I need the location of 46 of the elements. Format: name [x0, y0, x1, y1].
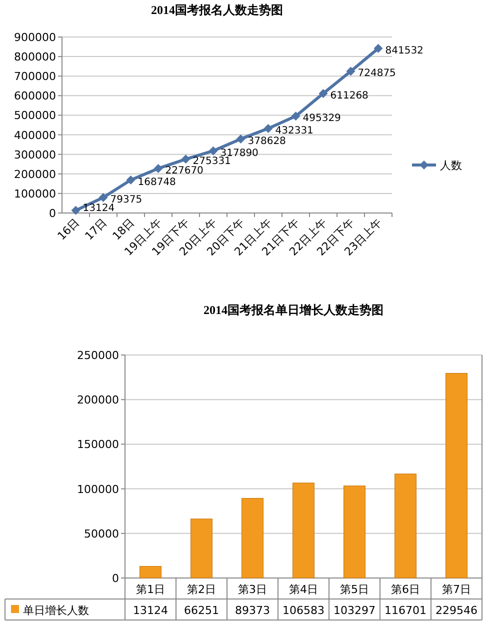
data-label: 495329: [302, 113, 341, 124]
data-label: 378628: [248, 136, 286, 147]
y-tick-label: 0: [112, 572, 119, 585]
data-label: 724875: [358, 68, 396, 80]
data-label: 116701: [384, 604, 426, 617]
x-tick-label: 17日: [82, 216, 110, 243]
x-tick-label: 16日: [55, 216, 82, 243]
y-tick-label: 150000: [77, 438, 119, 452]
y-tick-label: 50000: [84, 527, 119, 540]
y-tick-label: 250000: [77, 349, 119, 362]
y-tick-label: 0: [49, 207, 56, 220]
chart-title: 2014国考报名单日增长人数走势图: [204, 303, 384, 317]
x-tick-label: 第1日: [136, 583, 165, 596]
legend-label: 人数: [440, 159, 462, 172]
y-tick-label: 400000: [14, 128, 56, 142]
y-tick-label: 200000: [14, 168, 56, 181]
data-label: 168748: [138, 177, 176, 188]
y-tick-label: 800000: [14, 50, 56, 64]
x-tick-label: 第5日: [340, 583, 369, 596]
legend-label: 单日增长人数: [23, 604, 89, 617]
x-tick-label: 第4日: [289, 583, 318, 596]
data-label: 89373: [235, 604, 270, 617]
y-tick-label: 900000: [14, 31, 56, 44]
data-label: 611268: [330, 90, 368, 102]
data-label: 841532: [385, 45, 424, 56]
x-tick-label: 第3日: [238, 583, 267, 596]
y-tick-label: 600000: [14, 90, 56, 103]
data-label: 103297: [334, 604, 376, 617]
data-label: 66251: [184, 604, 219, 617]
x-tick-label: 第7日: [442, 583, 471, 596]
y-tick-label: 300000: [14, 148, 56, 162]
y-tick-label: 100000: [14, 187, 56, 200]
x-tick-label: 第6日: [391, 583, 420, 596]
data-label: 227670: [165, 165, 204, 176]
data-label: 106583: [282, 604, 324, 617]
y-tick-label: 500000: [14, 109, 56, 122]
chart-title: 2014国考报名人数走势图: [151, 3, 283, 17]
data-label: 13124: [133, 604, 168, 617]
y-tick-label: 200000: [77, 394, 119, 407]
y-tick-label: 100000: [77, 482, 119, 496]
y-tick-label: 700000: [14, 70, 56, 84]
data-label: 13124: [82, 203, 115, 214]
x-tick-label: 第2日: [187, 583, 216, 596]
data-label: 275331: [192, 156, 231, 168]
data-label: 229546: [436, 604, 478, 617]
data-label: 432331: [275, 125, 314, 136]
